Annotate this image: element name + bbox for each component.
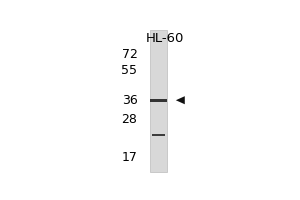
Text: 28: 28 <box>122 113 137 126</box>
Text: 17: 17 <box>122 151 137 164</box>
Polygon shape <box>176 96 185 104</box>
Text: 72: 72 <box>122 48 137 61</box>
Bar <box>152 134 164 136</box>
Bar <box>150 30 167 172</box>
Text: 55: 55 <box>122 64 137 77</box>
Text: 36: 36 <box>122 95 137 108</box>
Text: HL-60: HL-60 <box>146 32 184 45</box>
Bar <box>150 99 167 102</box>
